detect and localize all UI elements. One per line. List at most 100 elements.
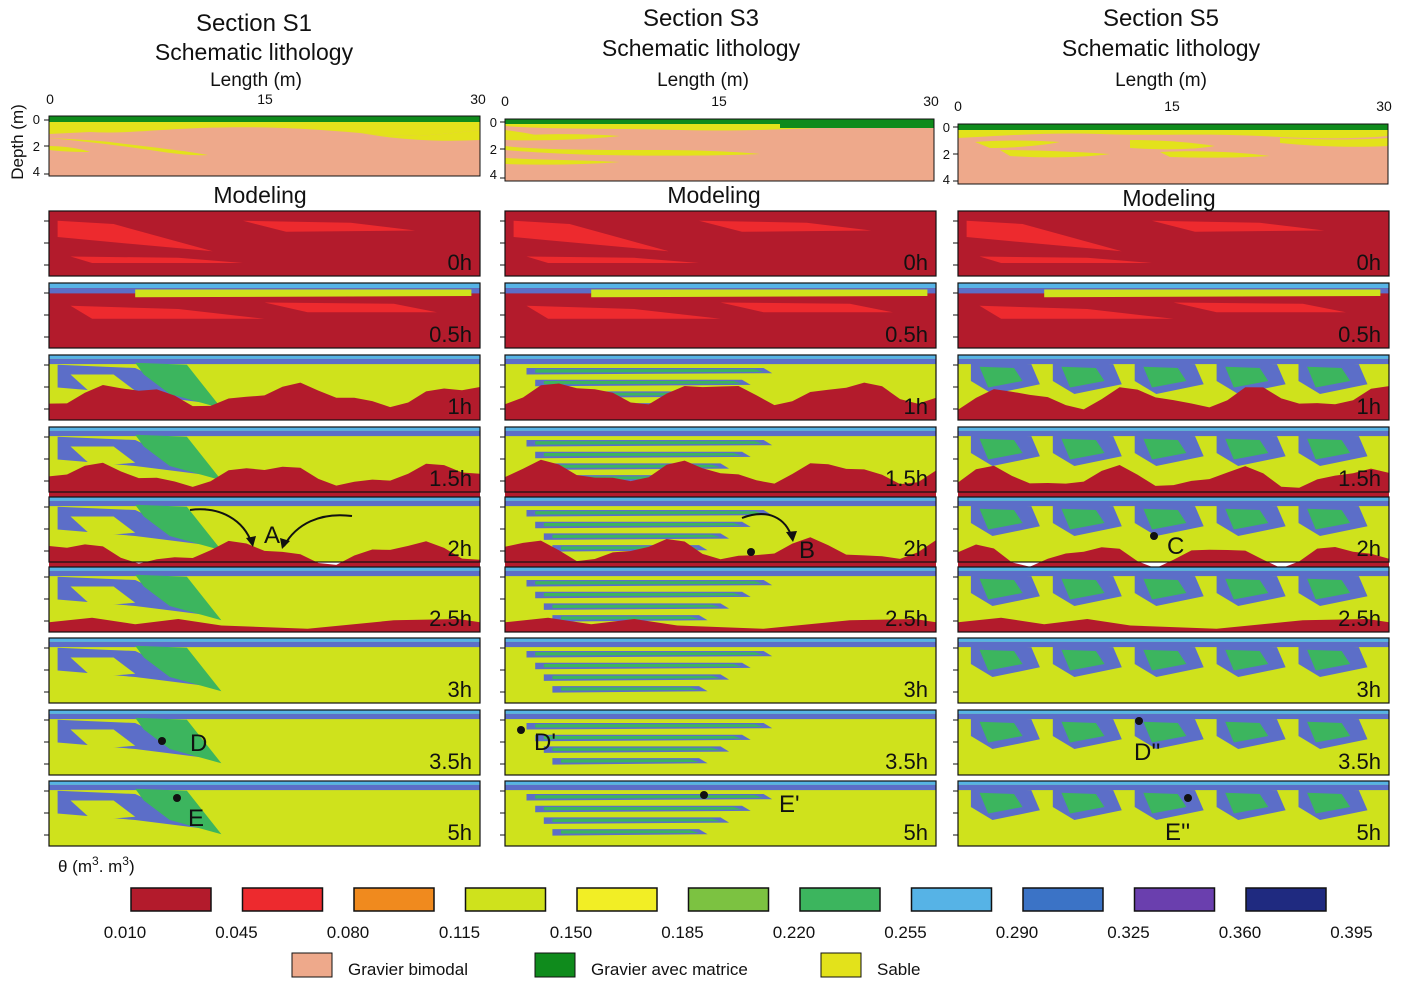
panel-s3-8: 5h <box>500 780 937 847</box>
point-c <box>1150 532 1158 540</box>
panel-s1-8: 5h <box>44 780 481 847</box>
panel-s3-2: 1h <box>500 354 937 421</box>
panel-s3-7: 3.5h <box>500 709 937 776</box>
section-s5-tick-30: 30 <box>1376 98 1392 114</box>
depth-tick-2: 2 <box>33 139 40 154</box>
panel-s1-6: 3h <box>44 637 481 704</box>
panel-s5-5: 2.5h <box>953 566 1390 633</box>
time-label-s1-5: 2.5h <box>429 606 472 631</box>
panel-s5-6: 3h <box>953 637 1390 704</box>
section-s1-lithology <box>44 115 481 177</box>
theta-value-9: 0.325 <box>1107 923 1150 942</box>
time-label-s5-1: 0.5h <box>1338 322 1381 347</box>
point-e <box>173 794 181 802</box>
theta-value-3: 0.115 <box>439 923 480 942</box>
time-label-s5-8: 5h <box>1357 820 1381 845</box>
panel-s1-7: 3.5h <box>44 709 481 776</box>
time-label-s3-7: 3.5h <box>885 749 928 774</box>
section-s3-subtitle: Schematic lithology <box>602 35 801 61</box>
theta-swatch-7 <box>910 887 993 912</box>
section-s3-tick-15: 15 <box>711 93 727 109</box>
time-label-s3-3: 1.5h <box>885 466 928 491</box>
time-label-s1-8: 5h <box>448 820 472 845</box>
lithology-label-1: Gravier avec matrice <box>591 960 748 979</box>
s3-depth-tick-0: 0 <box>490 115 497 130</box>
lithology-legend: Gravier bimodal Gravier avec matrice Sable <box>291 952 920 979</box>
theta-swatch-4 <box>576 887 658 912</box>
theta-swatch-10 <box>1245 887 1327 912</box>
lithology-swatch-1 <box>534 952 576 978</box>
time-label-s3-0: 0h <box>904 250 928 275</box>
time-label-s1-1: 0.5h <box>429 322 472 347</box>
theta-value-5: 0.185 <box>661 923 704 942</box>
section-s1-header: Section S1 Schematic lithology Length (m… <box>46 10 486 107</box>
theta-value-0: 0.010 <box>104 923 147 942</box>
section-s1-length-label: Length (m) <box>210 70 302 91</box>
panel-s3-5: 2.5h <box>500 566 937 633</box>
time-label-s5-3: 1.5h <box>1338 466 1381 491</box>
section-s5-subtitle: Schematic lithology <box>1062 35 1261 61</box>
depth-axis-label: Depth (m) <box>8 104 27 180</box>
panel-s5-1: 0.5h <box>953 282 1390 349</box>
depth-tick-4: 4 <box>33 164 40 179</box>
section-s5-tick-0: 0 <box>954 98 962 114</box>
time-label-s3-1: 0.5h <box>885 322 928 347</box>
section-s3-tick-0: 0 <box>501 93 509 109</box>
section-s1-tick-15: 15 <box>257 91 273 107</box>
section-s3-title: Section S3 <box>643 5 759 32</box>
panel-s5-8: 5h <box>953 780 1390 847</box>
time-label-s3-2: 1h <box>904 394 928 419</box>
annotation-b: B <box>799 537 815 564</box>
section-s3-lithology <box>500 118 935 182</box>
section-s3-length-label: Length (m) <box>657 70 749 91</box>
s3-depth-tick-2: 2 <box>490 142 497 157</box>
arrow-b-head <box>786 531 797 542</box>
s5-depth-tick-2: 2 <box>943 147 950 162</box>
time-label-s5-2: 1h <box>1357 394 1381 419</box>
annotations: A B C D D' D'' E E' E'' <box>158 508 1192 846</box>
time-label-s1-3: 1.5h <box>429 466 472 491</box>
time-label-s5-0: 0h <box>1357 250 1381 275</box>
arrow-a-left-head <box>246 536 256 547</box>
panel-s3-4: 2h <box>500 496 937 578</box>
theta-value-1: 0.045 <box>215 923 258 942</box>
theta-value-6: 0.220 <box>773 923 816 942</box>
theta-swatch-1 <box>241 887 324 912</box>
panel-s1-1: 0.5h <box>44 282 481 349</box>
panel-s1-3: 1.5h <box>44 426 481 500</box>
arrow-a-left <box>189 508 253 545</box>
section-s5-modeling-label: Modeling <box>1122 185 1215 211</box>
s3-depth-tick-4: 4 <box>490 167 497 182</box>
section-s5-tick-15: 15 <box>1164 98 1180 114</box>
theta-swatch-9 <box>1133 887 1216 912</box>
panel-s5-3: 1.5h <box>953 426 1390 500</box>
theta-value-7: 0.255 <box>884 923 927 942</box>
annotation-e: E <box>188 805 204 832</box>
theta-value-8: 0.290 <box>996 923 1039 942</box>
time-label-s3-4: 2h <box>904 536 928 561</box>
theta-value-11: 0.395 <box>1330 923 1373 942</box>
time-label-s1-7: 3.5h <box>429 749 472 774</box>
lithology-label-2: Sable <box>877 960 920 979</box>
section-s1-title: Section S1 <box>196 10 312 37</box>
lithology-label-0: Gravier bimodal <box>348 960 468 979</box>
panel-s1-5: 2.5h <box>44 566 481 633</box>
point-b <box>747 548 755 556</box>
arrow-a-right <box>283 514 353 547</box>
annotation-d: D <box>190 730 207 757</box>
arrow-a-right-head <box>280 538 290 549</box>
point-d-double-prime <box>1135 717 1143 725</box>
section-s5-lithology <box>953 123 1389 185</box>
panel-s1-4: 2h <box>44 496 481 578</box>
panel-s5-0: 0h <box>953 210 1390 277</box>
point-d <box>158 737 166 745</box>
annotation-c: C <box>1167 533 1184 560</box>
time-label-s3-8: 5h <box>904 820 928 845</box>
annotation-d-double-prime: D'' <box>1134 739 1161 766</box>
section-s5-title: Section S5 <box>1103 5 1219 32</box>
s5-depth-tick-0: 0 <box>943 120 950 135</box>
theta-value-10: 0.360 <box>1219 923 1262 942</box>
time-label-s5-4: 2h <box>1357 536 1381 561</box>
point-e-double-prime <box>1184 794 1192 802</box>
